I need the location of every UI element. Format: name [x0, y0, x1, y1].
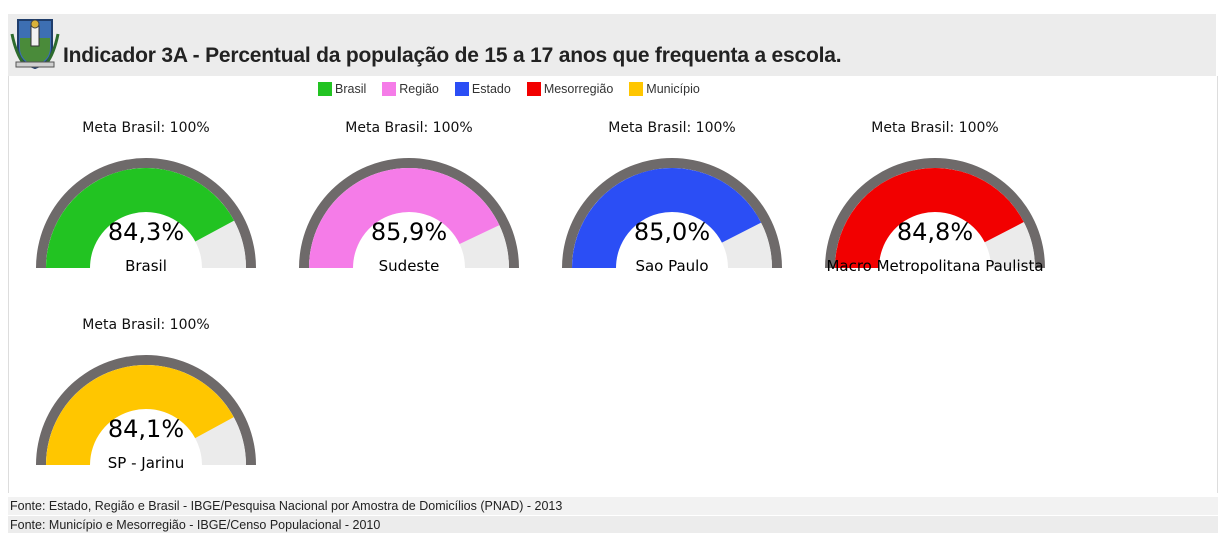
gauge-value-arc [46, 364, 234, 465]
gauge-graphic [562, 158, 782, 268]
gauge-category-label: Macro Metropolitana Paulista [826, 257, 1044, 275]
gauge-target-label: Meta Brasil: 100% [345, 120, 473, 136]
legend-label: Brasil [335, 82, 367, 96]
gauge-4: Meta Brasil: 100% 84,1% SP - Jarinu [36, 315, 276, 475]
gauge-value-arc [572, 168, 762, 268]
gauge-value-label: 85,9% [370, 218, 448, 246]
legend-item-3: Mesorregião [526, 82, 614, 96]
gauge-0: Meta Brasil: 100% 84,3% Brasil [36, 118, 276, 278]
legend-label: Mesorregião [543, 82, 614, 96]
gauge-value-arc [835, 168, 1024, 268]
gauge-value-label: 85,0% [633, 218, 711, 246]
gauge-graphic [36, 355, 256, 465]
gauge-1: Meta Brasil: 100% 85,9% Sudeste [299, 118, 539, 278]
legend-swatch [318, 82, 332, 96]
legend-swatch [382, 82, 397, 96]
gauge-target-label: Meta Brasil: 100% [871, 120, 999, 136]
legend-item-0: Brasil [318, 82, 366, 96]
gauge-value-arc [46, 168, 235, 268]
gauge-category-label: SP - Jarinu [107, 454, 185, 472]
source-note-1: Fonte: Estado, Região e Brasil - IBGE/Pe… [8, 497, 1218, 515]
gauge-2: Meta Brasil: 100% 85,0% Sao Paulo [562, 118, 802, 278]
legend-swatch [526, 82, 541, 96]
gauge-value-arc [309, 167, 500, 268]
gauge-category-label: Sao Paulo [635, 257, 709, 275]
legend-item-4: Município [629, 82, 700, 96]
legend-item-2: Estado [454, 82, 511, 96]
legend-label: Região [399, 82, 439, 96]
gauge-graphic [825, 158, 1045, 268]
gauge-value-label: 84,1% [107, 415, 185, 443]
legend-swatch [629, 82, 644, 96]
gauge-graphic [36, 158, 256, 268]
gauge-3: Meta Brasil: 100% 84,8% Macro Metropolitan… [825, 118, 1065, 278]
legend: Brasil Região Estado Mesorregião Município [318, 80, 716, 98]
source-note-2: Fonte: Município e Mesorregião - IBGE/Ce… [8, 516, 1218, 533]
header-bar: Indicador 3A - Percentual da população d… [8, 14, 1216, 76]
page-title: Indicador 3A - Percentual da população d… [63, 44, 842, 67]
legend-swatch [454, 82, 469, 96]
legend-label: Município [646, 82, 700, 96]
gauge-target-label: Meta Brasil: 100% [82, 317, 210, 333]
gauge-value-label: 84,8% [896, 218, 974, 246]
gauge-target-label: Meta Brasil: 100% [608, 120, 736, 136]
gauge-value-label: 84,3% [107, 218, 185, 246]
gauge-category-label: Sudeste [378, 257, 440, 275]
municipal-crest-icon [10, 19, 60, 70]
gauge-graphic [299, 158, 519, 268]
gauge-category-label: Brasil [125, 257, 167, 275]
legend-label: Estado [471, 82, 511, 96]
legend-item-1: Região [382, 82, 439, 96]
gauge-target-label: Meta Brasil: 100% [82, 120, 210, 136]
